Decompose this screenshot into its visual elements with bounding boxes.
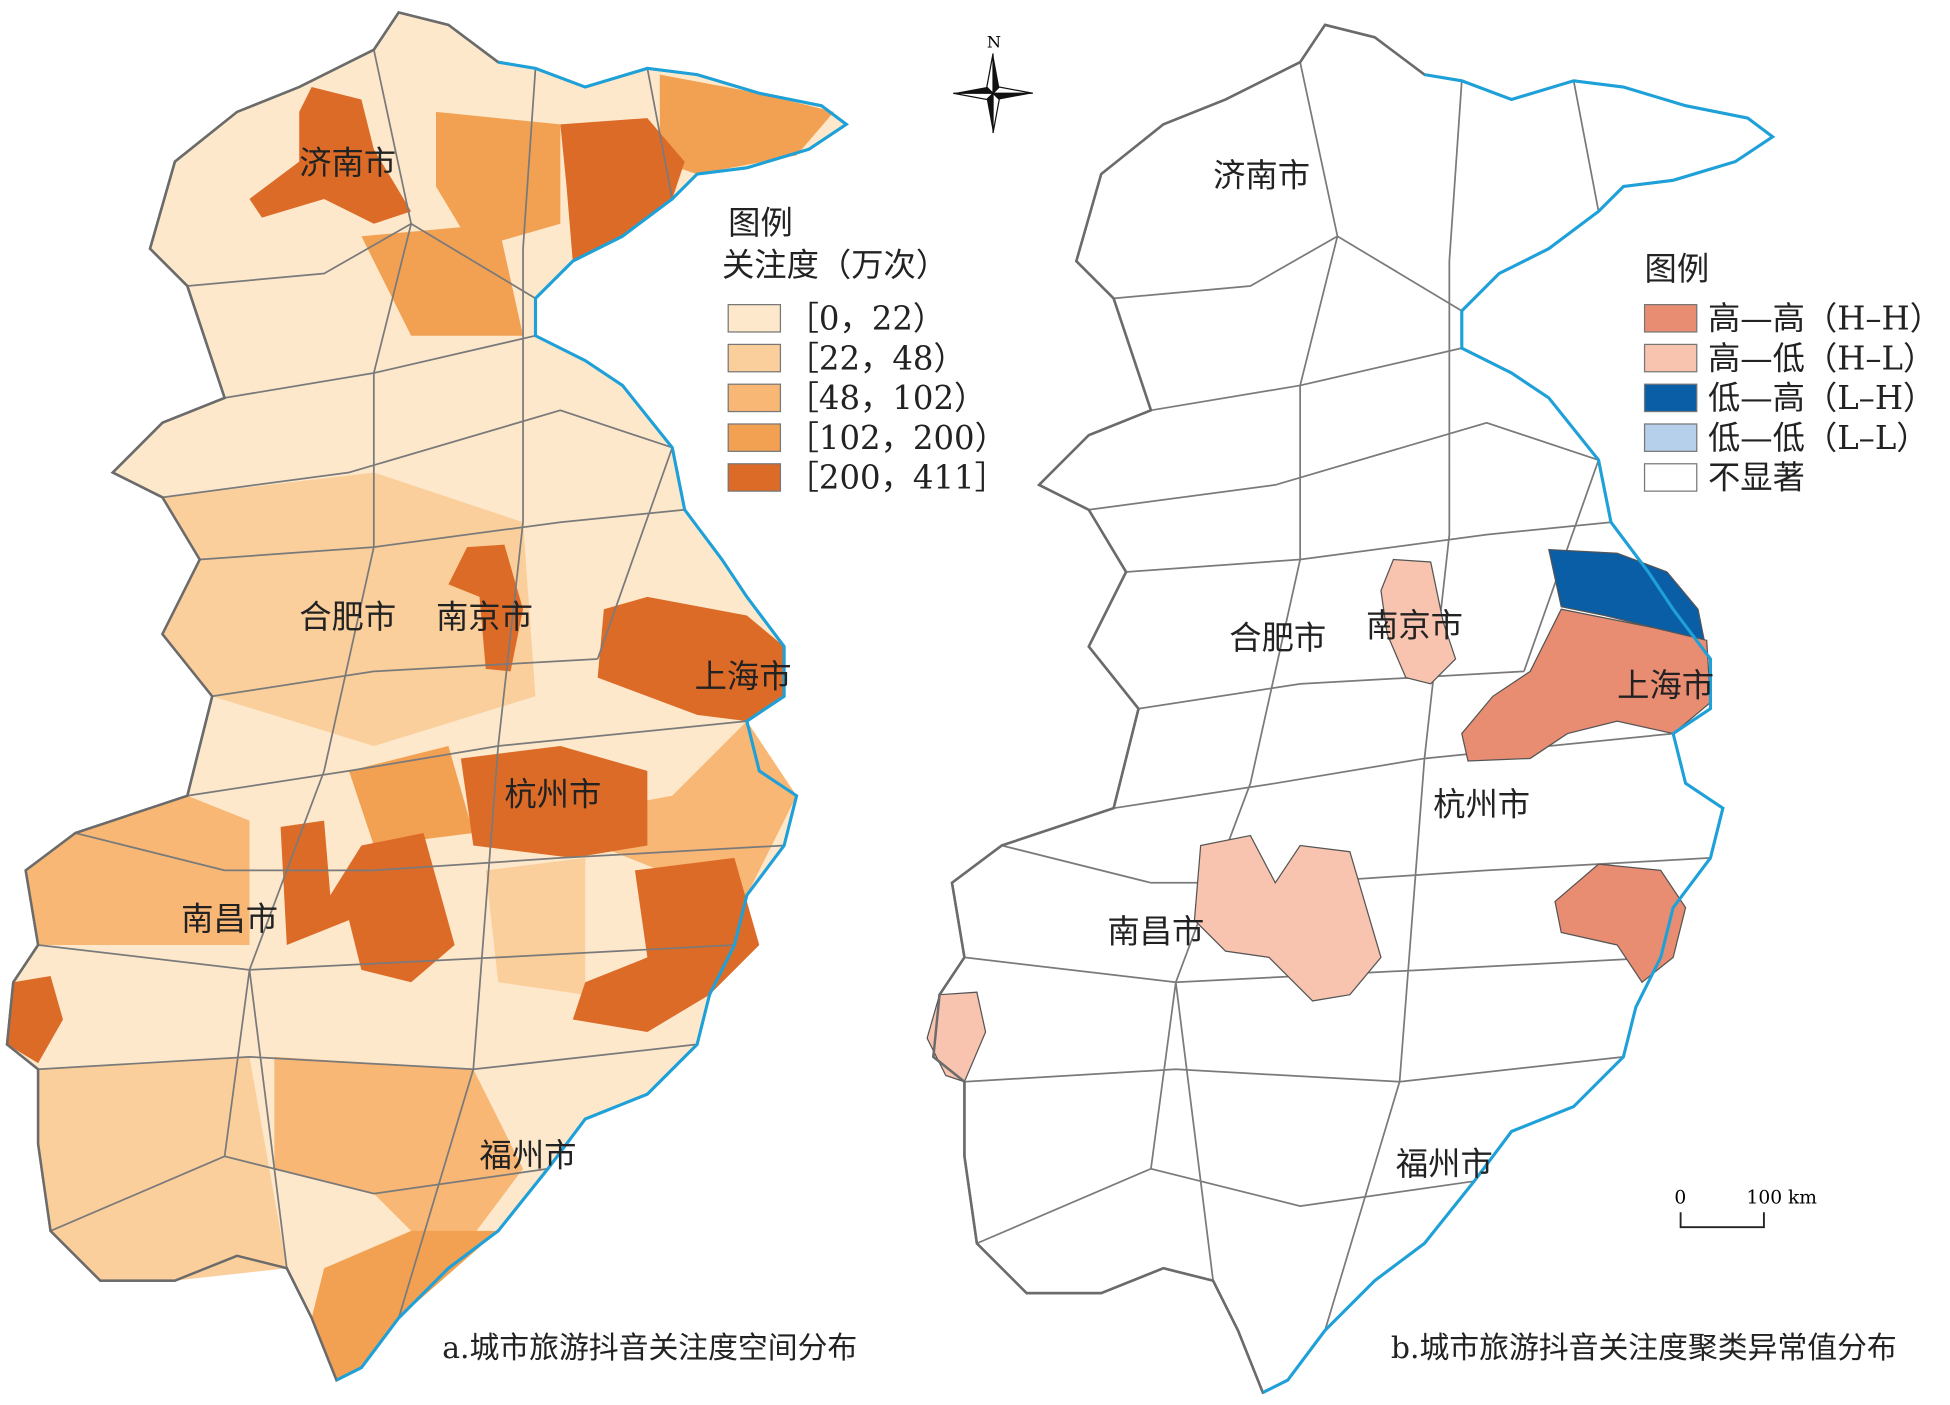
map-b-cluster-outlier-distribution: 济南市 合肥市 南京市 上海市 杭州市 南昌市 福州市 图例 高—高（H–H） … [926, 23, 1942, 1395]
region-high-high [1554, 863, 1687, 984]
region-200-411 [448, 544, 524, 672]
map-a-city-labels: 济南市 合肥市 南京市 上海市 杭州市 南昌市 福州市 [181, 144, 791, 1174]
legend-item: 低—低（L–L） [1643, 419, 1929, 457]
north-arrow-icon: N [953, 32, 1033, 134]
region-200-411 [460, 746, 648, 858]
region-22-48 [485, 857, 586, 995]
legend-item: ［200，411］ [727, 459, 1007, 497]
region-48-102 [25, 795, 250, 945]
svg-text:［48，102）: ［48，102） [787, 379, 987, 417]
city-label-jinan: 济南市 [1213, 157, 1310, 195]
svg-text:［0，22）: ［0，22） [787, 299, 946, 337]
legend-title: 图例 [1645, 250, 1710, 288]
legend-item: ［22，48） [727, 339, 966, 377]
region-high-low [1380, 558, 1457, 685]
region-200-411 [597, 596, 785, 722]
svg-text:不显著: 不显著 [1708, 459, 1805, 497]
region-48-102 [535, 721, 797, 896]
svg-text:高—高（H–H）: 高—高（H–H） [1708, 299, 1942, 337]
city-label-fuzhou: 福州市 [480, 1136, 577, 1174]
legend-item: 低—高（L–H） [1643, 379, 1935, 417]
svg-text:低—高（L–H）: 低—高（L–H） [1708, 379, 1935, 417]
city-label-hefei: 合肥市 [299, 598, 396, 636]
region-200-411 [249, 87, 412, 224]
map-b-legend: 图例 高—高（H–H） 高—低（H–L） 低—高（L–H） 低—低（L–L） 不… [1643, 250, 1942, 497]
scale-bar: 0 100 km [1674, 1188, 1818, 1229]
legend-title: 图例 [728, 204, 793, 242]
city-label-nanchang: 南昌市 [181, 900, 278, 938]
svg-text:［200，411］: ［200，411］ [787, 459, 1007, 497]
svg-text:［102，200）: ［102，200） [787, 419, 1007, 457]
city-label-jinan: 济南市 [299, 144, 396, 182]
svg-text:高—低（H–L）: 高—低（H–L） [1708, 339, 1935, 377]
city-label-nanjing: 南京市 [1366, 607, 1463, 645]
svg-text:100 km: 100 km [1747, 1188, 1818, 1209]
region-high-high [1461, 608, 1712, 762]
legend-item: ［102，200） [727, 419, 1007, 457]
city-label-hangzhou: 杭州市 [504, 776, 601, 814]
svg-text:低—低（L–L）: 低—低（L–L） [1708, 419, 1929, 457]
legend-item: ［0，22） [727, 299, 946, 337]
city-label-fuzhou: 福州市 [1396, 1145, 1493, 1183]
map-a-legend: 图例 关注度（万次） ［0，22） ［22，48） ［48，102） ［102，… [722, 204, 1007, 497]
legend-item: 高—低（H–L） [1643, 339, 1935, 377]
region-102-200 [361, 223, 524, 336]
region-22-48 [162, 472, 536, 747]
region-200-411 [7, 976, 63, 1064]
legend-item: ［48，102） [727, 379, 987, 417]
legend-subtitle: 关注度（万次） [722, 246, 948, 284]
map-b-caption: b.城市旅游抖音关注度聚类异常值分布 [1391, 1331, 1897, 1366]
svg-text:0: 0 [1674, 1188, 1686, 1209]
city-label-hangzhou: 杭州市 [1433, 786, 1530, 824]
north-label: N [987, 32, 1001, 51]
map-b-city-labels: 济南市 合肥市 南京市 上海市 杭州市 南昌市 福州市 [1107, 157, 1714, 1183]
city-label-nanjing: 南京市 [436, 598, 533, 636]
city-label-hefei: 合肥市 [1229, 619, 1326, 657]
city-label-shanghai: 上海市 [1617, 666, 1714, 704]
svg-text:［22，48）: ［22，48） [787, 339, 966, 377]
region-102-200 [311, 1230, 499, 1381]
map-a-regions [7, 74, 834, 1381]
region-high-low [1193, 834, 1382, 1002]
legend-item: 高—高（H–H） [1643, 299, 1942, 337]
city-label-nanchang: 南昌市 [1107, 912, 1204, 950]
map-a-caption: a.城市旅游抖音关注度空间分布 [442, 1331, 857, 1366]
region-102-200 [659, 74, 834, 175]
map-b-regions [926, 548, 1712, 1083]
legend-item: 不显著 [1643, 459, 1805, 497]
region-200-411 [280, 820, 455, 983]
region-200-411 [560, 118, 685, 262]
map-a-attention-distribution: 济南市 合肥市 南京市 上海市 杭州市 南昌市 福州市 图例 关注度（万次） ［… [5, 11, 1007, 1382]
region-102-200 [348, 746, 474, 846]
region-22-48 [38, 1056, 287, 1281]
city-label-shanghai: 上海市 [695, 658, 792, 696]
